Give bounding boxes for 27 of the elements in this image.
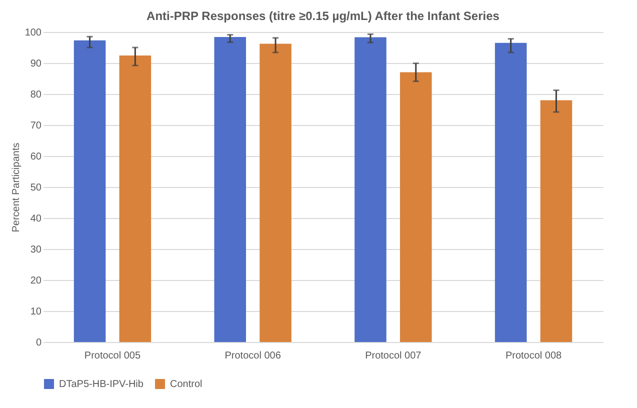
y-tick-label: 10 xyxy=(30,306,42,318)
bar xyxy=(540,100,572,342)
y-tick-label: 90 xyxy=(30,58,42,70)
y-tick-label: 50 xyxy=(30,182,42,194)
y-tick-label: 80 xyxy=(30,90,42,100)
y-tick-label: 0 xyxy=(36,338,42,348)
y-tick-label: 20 xyxy=(30,276,42,286)
bar xyxy=(214,36,246,342)
y-tick-label: 60 xyxy=(30,152,42,162)
legend-label: DTaP5-HB-IPV-Hib xyxy=(59,379,144,390)
bar xyxy=(354,37,386,342)
bar xyxy=(400,72,432,342)
y-tick-label: 70 xyxy=(30,120,42,132)
chart-title: Anti-PRP Responses (titre ≥0.15 µg/mL) After the Infant Series xyxy=(146,9,500,23)
y-tick-label: 40 xyxy=(30,214,42,224)
bar xyxy=(260,44,292,342)
x-tick-label: Protocol 008 xyxy=(505,350,562,362)
bar xyxy=(494,42,527,342)
legend-label: Control xyxy=(170,379,202,390)
y-tick-label: 100 xyxy=(24,28,42,38)
bar xyxy=(119,56,152,342)
x-tick-label: Protocol 005 xyxy=(84,350,141,362)
y-tick-label: 30 xyxy=(30,244,42,256)
x-tick-label: Protocol 006 xyxy=(224,350,282,362)
x-tick-label: Protocol 007 xyxy=(365,350,422,362)
y-axis-title: Percent Participants xyxy=(10,142,22,232)
bar xyxy=(74,40,106,342)
